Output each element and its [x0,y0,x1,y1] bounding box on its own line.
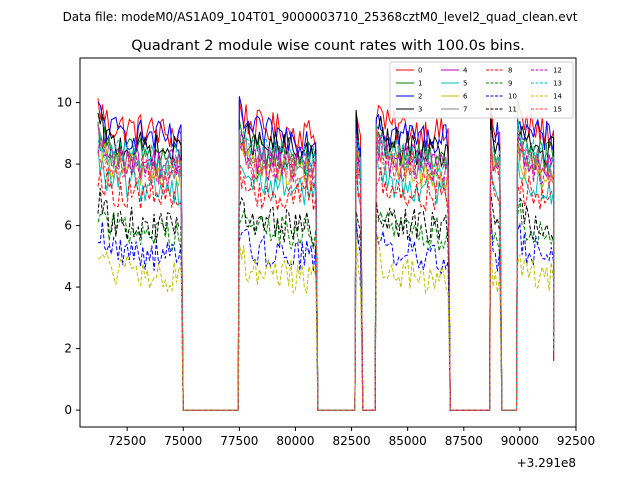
series-line-5 [97,144,555,411]
x-tick-label: 92500 [557,434,595,448]
chart-supertitle: Data file: modeM0/AS1A09_104T01_90000037… [63,10,578,24]
x-tick-label: 75000 [164,434,202,448]
legend-label-11: 11 [508,106,517,114]
legend-label-4: 4 [463,67,468,75]
x-tick-label: 77500 [220,434,258,448]
legend-label-6: 6 [463,93,468,101]
x-tick-label: 80000 [276,434,314,448]
series-line-15 [97,128,555,411]
legend-label-5: 5 [463,80,467,88]
y-tick-label: 6 [64,219,72,233]
legend-label-13: 13 [553,80,562,88]
legend-label-3: 3 [418,106,422,114]
legend-box [389,61,574,119]
series-line-14 [97,235,555,411]
series-line-3 [97,109,555,411]
legend-label-0: 0 [418,67,422,75]
legend-label-9: 9 [508,80,512,88]
chart-title: Quadrant 2 module wise count rates with … [131,38,525,54]
x-offset-label: +3.291e8 [517,456,576,470]
x-tick-label: 72500 [108,434,146,448]
y-tick-label: 2 [64,342,72,356]
x-tick-label: 90000 [501,434,539,448]
plot-lines [97,96,555,411]
legend-label-7: 7 [463,106,467,114]
legend-label-14: 14 [553,93,562,101]
y-tick-label: 8 [64,157,72,171]
series-line-0 [97,98,555,411]
x-tick-label: 82500 [332,434,370,448]
y-axis: 0 2 4 6 8 10 [57,96,80,417]
y-tick-label: 4 [64,280,72,294]
plot-area-frame [79,57,577,428]
series-line-11 [97,188,555,411]
legend-label-2: 2 [418,93,422,101]
x-tick-label: 87500 [445,434,483,448]
legend-label-8: 8 [508,67,512,75]
y-tick-label: 0 [64,403,72,417]
series-line-12 [97,132,555,411]
series-line-7 [97,123,555,411]
legend-label-12: 12 [553,67,562,75]
x-axis: 72500 75000 77500 80000 82500 85000 87500 90000… [108,427,595,448]
y-tick-label: 10 [57,96,72,110]
legend-label-15: 15 [553,106,562,114]
series-line-9 [97,199,555,411]
series-line-10 [97,212,555,411]
legend-label-1: 1 [418,80,422,88]
series-line-6 [97,130,555,411]
x-tick-label: 85000 [389,434,427,448]
legend-label-10: 10 [508,93,517,101]
